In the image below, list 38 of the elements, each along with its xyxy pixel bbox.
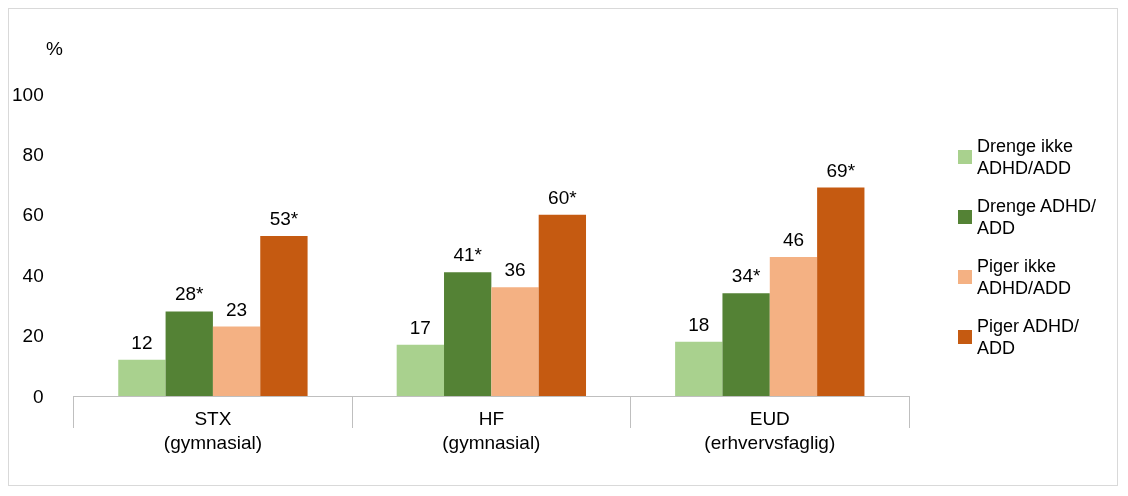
legend-label: Drenge ikke ADHD/ADD	[977, 136, 1079, 178]
y-tick-label: 100	[12, 83, 44, 105]
bar	[444, 272, 492, 396]
bar	[491, 287, 539, 396]
y-tick-label: 0	[33, 385, 44, 407]
bar	[722, 293, 770, 396]
legend-label: Piger ikke ADHD/ADD	[977, 256, 1072, 298]
x-tick-label: HF (gymnasial)	[442, 407, 541, 453]
y-tick-label: 40	[22, 264, 44, 286]
bar	[675, 341, 723, 396]
data-label: 69*	[826, 159, 856, 181]
bar	[118, 359, 166, 396]
y-axis-title: %	[46, 38, 63, 59]
data-label: 17	[409, 316, 431, 338]
data-label: 23	[226, 298, 248, 320]
y-tick-label: 80	[22, 143, 44, 165]
data-label: 18	[688, 313, 710, 335]
data-label: 46	[782, 229, 805, 251]
data-label: 36	[504, 259, 526, 281]
y-tick-label: 20	[22, 325, 44, 347]
bar	[817, 187, 865, 396]
data-label: 28*	[174, 283, 205, 305]
data-label: 60*	[548, 186, 578, 208]
y-tick-label: 60	[22, 204, 44, 226]
bar	[212, 326, 261, 396]
x-tick-label: EUD (erhvervsfaglig)	[704, 407, 836, 453]
bar	[165, 311, 213, 396]
data-label: 12	[131, 331, 153, 353]
data-label: 53*	[269, 207, 299, 229]
bar	[260, 235, 308, 396]
bar	[769, 257, 818, 396]
legend-label: Piger ADHD/ADD	[977, 316, 1080, 358]
x-tick-label: STX (gymnasial)	[163, 407, 263, 453]
bar	[538, 214, 587, 396]
legend-label: Drenge ADHD/ADD	[977, 196, 1097, 238]
data-label: 34*	[731, 265, 761, 287]
bar	[396, 344, 445, 396]
data-label: 41*	[453, 244, 483, 266]
